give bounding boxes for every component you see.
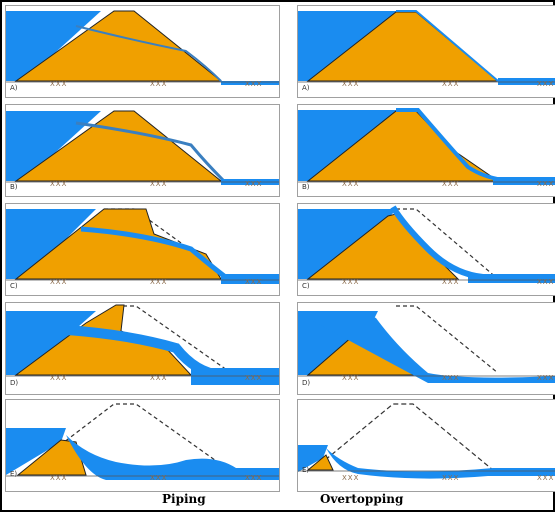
overflow-sheet	[390, 205, 484, 280]
dam-body	[14, 110, 223, 182]
reservoir-water	[6, 209, 96, 279]
ground-mark: XXX	[537, 374, 555, 382]
ground-mark: XXX	[537, 180, 555, 188]
panel-label: C)	[302, 282, 310, 290]
ground-mark: XXX	[50, 278, 68, 286]
piping-panel-a: A)	[5, 5, 280, 98]
ground-mark: XXX	[442, 80, 460, 88]
reservoir-water	[6, 11, 101, 81]
reservoir-water	[6, 428, 66, 475]
ground-mark: XXX	[150, 278, 168, 286]
panel-label: C)	[10, 282, 18, 290]
overtopping-panel-b: B)	[297, 104, 555, 197]
ground-mark: XXX	[245, 278, 263, 286]
panel-label: E)	[302, 466, 310, 474]
panel-label: B)	[10, 183, 18, 191]
flood-wave	[66, 435, 279, 480]
ground-mark: XXX	[150, 180, 168, 188]
ground-mark: XXX	[50, 80, 68, 88]
piping-panel-d: D)	[5, 302, 280, 395]
breach-channel	[80, 226, 230, 281]
dam-body	[14, 10, 223, 82]
ground-mark: XXX	[50, 180, 68, 188]
tailwater	[221, 274, 279, 284]
panel-label: B)	[302, 183, 310, 191]
ground-mark: XXX	[150, 474, 168, 482]
piping-panel-c: C)	[5, 203, 280, 296]
overflow-sheet	[396, 10, 499, 82]
original-dam-outline	[312, 403, 494, 471]
piping-panel-e: E)	[5, 399, 280, 492]
overtopping-caption: Overtopping	[320, 492, 404, 506]
overflow-sheet	[298, 311, 555, 383]
overtopping-panel-e: E)	[297, 399, 555, 492]
ground-mark: XXX	[245, 180, 263, 188]
ground-mark: XXX	[537, 80, 555, 88]
dam-body	[14, 304, 193, 376]
ground-mark: XXX	[342, 180, 360, 188]
ground-mark: XXX	[442, 374, 460, 382]
ground-mark: XXX	[50, 474, 68, 482]
ground-mark: XXX	[150, 80, 168, 88]
original-dam-outline	[20, 403, 237, 476]
original-dam-outline	[396, 208, 499, 280]
panel-label: E)	[10, 470, 18, 478]
panel-label: A)	[302, 84, 310, 92]
ground-mark: XXX	[442, 474, 460, 482]
ground-mark: XXX	[442, 278, 460, 286]
ground-mark: XXX	[342, 80, 360, 88]
ground-mark: XXX	[342, 278, 360, 286]
panel-label: D)	[302, 379, 311, 387]
ground-mark: XXX	[342, 474, 360, 482]
panel-label: A)	[10, 84, 18, 92]
ground-mark: XXX	[50, 374, 68, 382]
ground-mark: XXX	[537, 474, 555, 482]
reservoir-water	[6, 111, 101, 181]
original-dam-outline	[116, 305, 235, 376]
ground-mark: XXX	[245, 80, 263, 88]
overtopping-panel-a: A)	[297, 5, 555, 98]
ground-mark: XXX	[442, 180, 460, 188]
panel-label: D)	[10, 379, 19, 387]
dam-body	[16, 439, 87, 476]
overtopping-panel-c: C)	[297, 203, 555, 296]
ground-mark: XXX	[342, 374, 360, 382]
ground-mark: XXX	[245, 374, 263, 382]
piping-panel-b: B)	[5, 104, 280, 197]
tailwater	[191, 368, 279, 385]
tailwater	[493, 177, 555, 185]
ground-mark: XXX	[150, 374, 168, 382]
piping-caption: Piping	[162, 492, 206, 506]
reservoir-water	[298, 445, 328, 472]
reservoir-water	[298, 209, 398, 279]
ground-mark: XXX	[245, 474, 263, 482]
tailwater	[468, 274, 555, 283]
ground-mark: XXX	[537, 278, 555, 286]
dam-body	[306, 454, 334, 471]
pipe-channel	[75, 121, 226, 183]
pipe-channel	[75, 25, 222, 82]
overtopping-panel-d: D)	[297, 302, 555, 395]
tailwater	[498, 78, 555, 85]
flood-wave	[326, 448, 555, 479]
overflow-sheet	[396, 108, 504, 182]
